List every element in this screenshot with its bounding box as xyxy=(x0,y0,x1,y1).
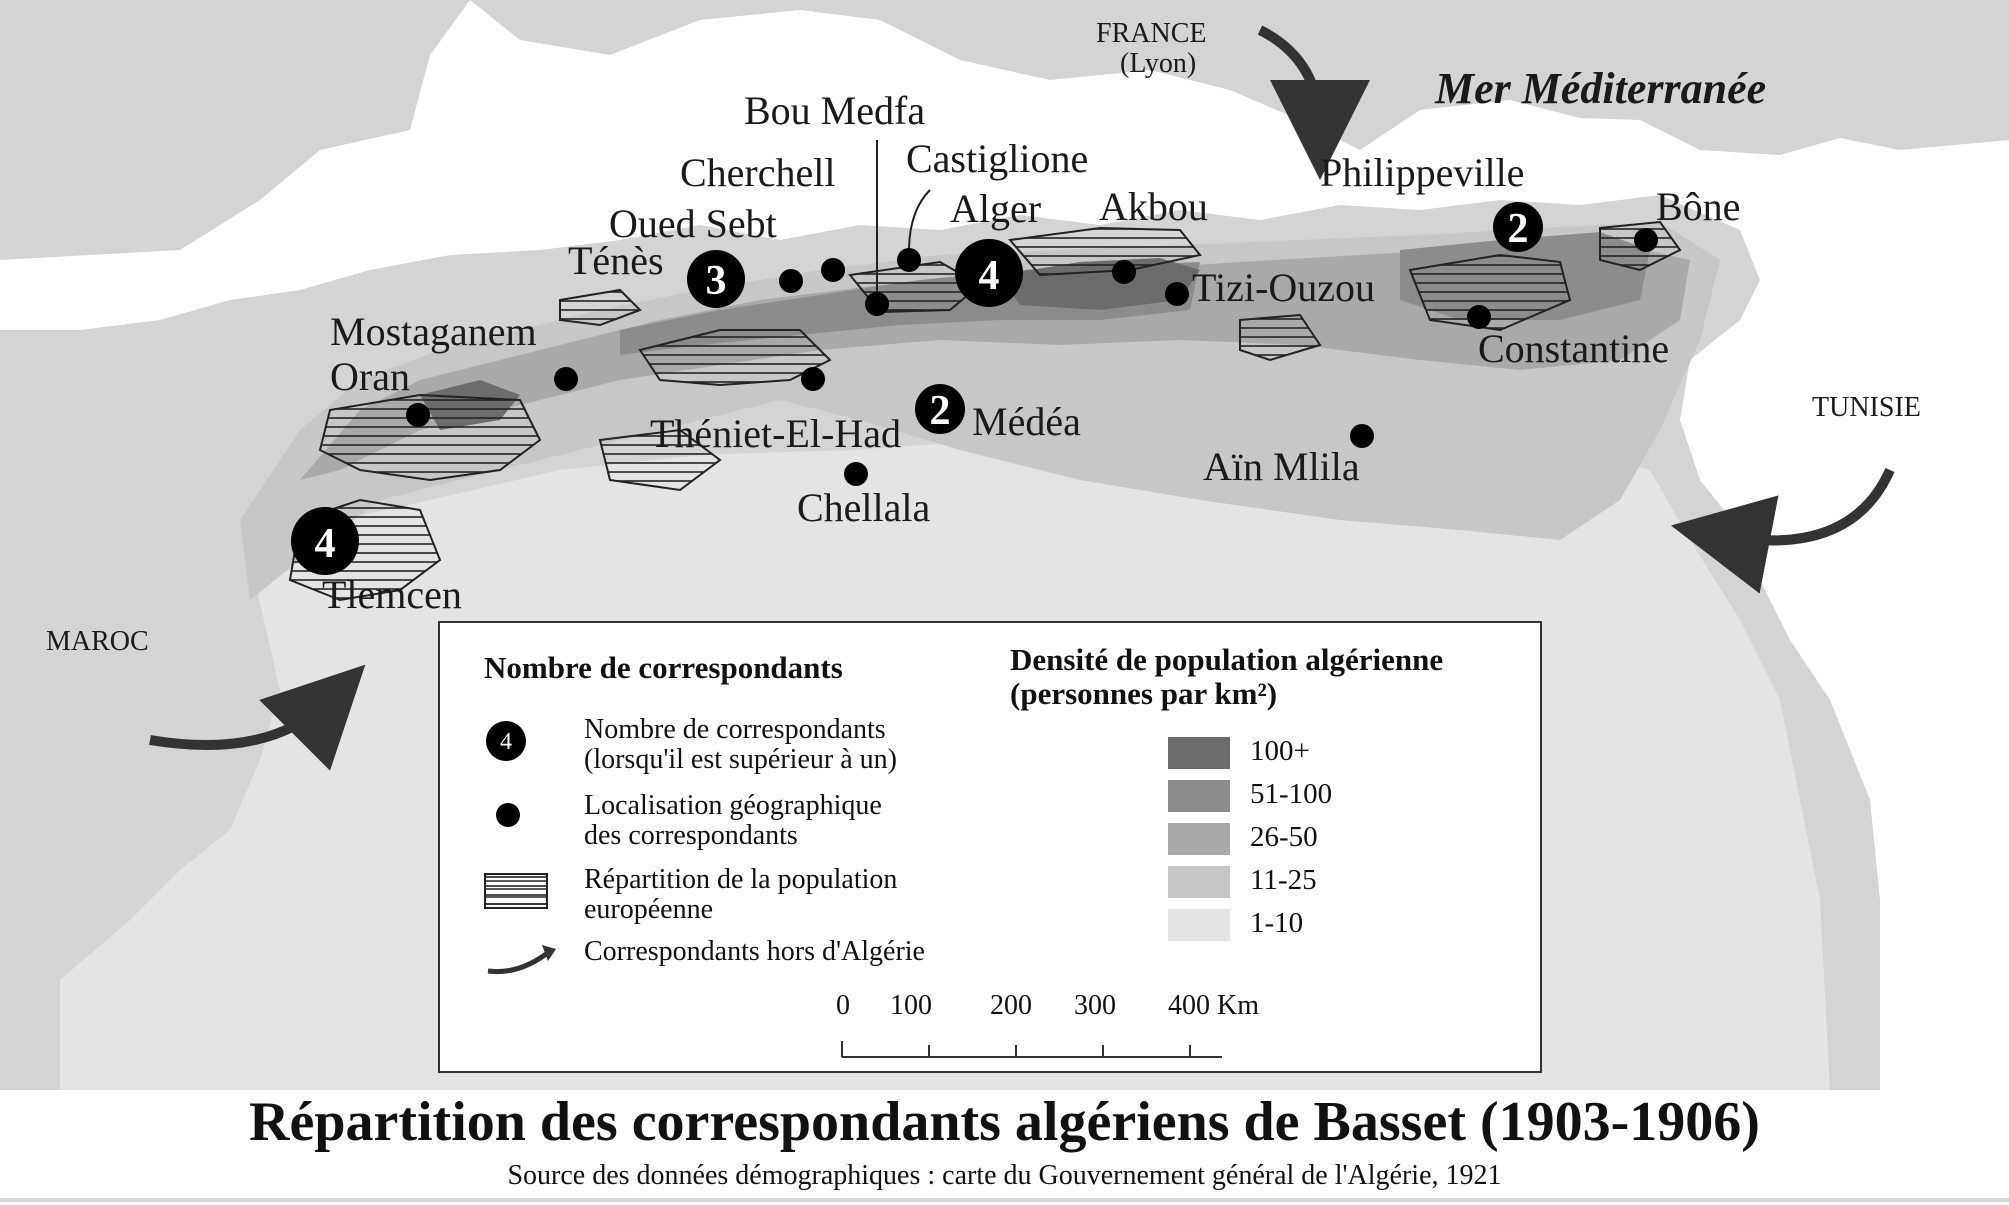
density-swatch-100plus xyxy=(1168,737,1230,769)
scale-tick-300: 300 xyxy=(1074,990,1116,1021)
legend-count-label-2: (lorsqu'il est supérieur à un) xyxy=(584,744,897,775)
density-swatch-26-50 xyxy=(1168,823,1230,855)
marker-ain-mlila xyxy=(1350,424,1374,448)
label-maroc: MAROC xyxy=(46,626,149,657)
legend-european-symbol xyxy=(484,873,548,909)
density-label-51-100: 51-100 xyxy=(1250,778,1333,810)
count-marker-tlemcen xyxy=(291,507,359,575)
city-oran: Oran xyxy=(330,354,410,399)
label-france: FRANCE xyxy=(1096,18,1206,49)
marker-cherchell xyxy=(821,258,845,282)
legend-count-label-1: Nombre de correspondants xyxy=(584,714,886,745)
marker-bou-medfa xyxy=(865,292,889,316)
location-markers xyxy=(406,228,1658,486)
density-label-26-50: 26-50 xyxy=(1250,821,1318,853)
city-medea: Médéa xyxy=(972,399,1081,444)
count-marker-tenes xyxy=(687,250,745,308)
scale-bar xyxy=(841,1041,1222,1058)
legend: Nombre de correspondants 4 Nombre de cor… xyxy=(438,621,1542,1073)
scale-tick-0: 0 xyxy=(836,990,850,1021)
count-philippeville: 2 xyxy=(1508,206,1529,252)
legend-european-label-2: européenne xyxy=(584,894,714,925)
city-philippeville: Philippeville xyxy=(1320,150,1524,195)
marker-oran xyxy=(406,403,430,427)
city-theniet: Théniet-El-Had xyxy=(650,411,901,456)
density-26-50 xyxy=(300,240,1690,480)
arrow-tunisie xyxy=(1670,467,1895,594)
city-tlemcen: Tlemcen xyxy=(322,572,462,617)
count-tenes: 3 xyxy=(706,258,727,304)
city-oued-sebt: Oued Sebt xyxy=(609,201,777,246)
city-akbou: Akbou xyxy=(1099,184,1208,229)
count-medea: 2 xyxy=(930,388,951,434)
legend-location-symbol xyxy=(496,803,520,827)
city-constantine: Constantine xyxy=(1478,326,1669,371)
count-markers: 3 4 2 2 4 xyxy=(291,202,1543,575)
marker-mostaganem xyxy=(554,367,578,391)
legend-density-title-2: (personnes par km²) xyxy=(1010,676,1278,711)
marker-oued-sebt xyxy=(779,269,803,293)
marker-theniet xyxy=(801,367,825,391)
legend-count-number: 4 xyxy=(500,729,512,755)
arrow-maroc xyxy=(149,664,366,771)
marker-constantine xyxy=(1467,305,1491,329)
city-chellala: Chellala xyxy=(797,485,931,530)
count-marker-alger xyxy=(955,239,1023,307)
legend-arrow-symbol xyxy=(487,945,556,975)
legend-count-symbol: 4 xyxy=(486,721,526,761)
density-label-1-10: 1-10 xyxy=(1250,907,1304,939)
scale-tick-100: 100 xyxy=(890,990,932,1021)
arrow-france xyxy=(1257,25,1370,180)
marker-bone xyxy=(1634,228,1658,252)
legend-correspondents-title: Nombre de correspondants xyxy=(484,650,843,685)
city-bone: Bône xyxy=(1656,184,1740,229)
map-source: Source des données démographiques : cart… xyxy=(507,1160,1502,1191)
count-alger: 4 xyxy=(979,253,1000,299)
castiglione-leader xyxy=(908,189,931,249)
scale-tick-200: 200 xyxy=(990,990,1032,1021)
sea-label: Mer Méditerranée xyxy=(1434,64,1766,113)
legend-location-label-1: Localisation géographique xyxy=(584,790,882,821)
label-tunisie: TUNISIE xyxy=(1812,392,1921,423)
density-label-11-25: 11-25 xyxy=(1250,864,1317,896)
city-alger: Alger xyxy=(950,186,1041,231)
bottom-divider xyxy=(0,1198,2009,1202)
scale-tick-400: 400 Km xyxy=(1168,990,1259,1021)
city-mostaganem: Mostaganem xyxy=(330,309,537,354)
legend-location-label-2: des correspondants xyxy=(584,820,798,851)
legend-outside-label: Correspondants hors d'Algérie xyxy=(584,936,925,967)
city-bou-medfa: Bou Medfa xyxy=(744,88,925,133)
marker-akbou xyxy=(1112,260,1136,284)
city-ain-mlila: Aïn Mlila xyxy=(1203,444,1360,489)
city-tenes: Ténès xyxy=(568,238,664,283)
count-tlemcen: 4 xyxy=(315,521,336,567)
europe-land xyxy=(0,0,2009,260)
marker-chellala xyxy=(844,462,868,486)
legend-european-label-1: Répartition de la population xyxy=(584,864,898,895)
count-marker-philippeville xyxy=(1493,202,1543,252)
city-castiglione: Castiglione xyxy=(906,136,1088,181)
map-title: Répartition des correspondants algériens… xyxy=(249,1091,1760,1153)
density-swatch-1-10 xyxy=(1168,909,1230,941)
label-france-sub: (Lyon) xyxy=(1120,48,1196,79)
density-swatch-11-25 xyxy=(1168,866,1230,898)
count-marker-medea xyxy=(915,384,965,434)
city-cherchell: Cherchell xyxy=(680,150,836,195)
city-tizi-ouzou: Tizi-Ouzou xyxy=(1192,265,1375,310)
marker-tizi-ouzou xyxy=(1165,282,1189,306)
density-label-100plus: 100+ xyxy=(1250,735,1310,767)
marker-castiglione xyxy=(897,248,921,272)
legend-density-title-1: Densité de population algérienne xyxy=(1010,642,1444,677)
density-swatch-51-100 xyxy=(1168,780,1230,812)
